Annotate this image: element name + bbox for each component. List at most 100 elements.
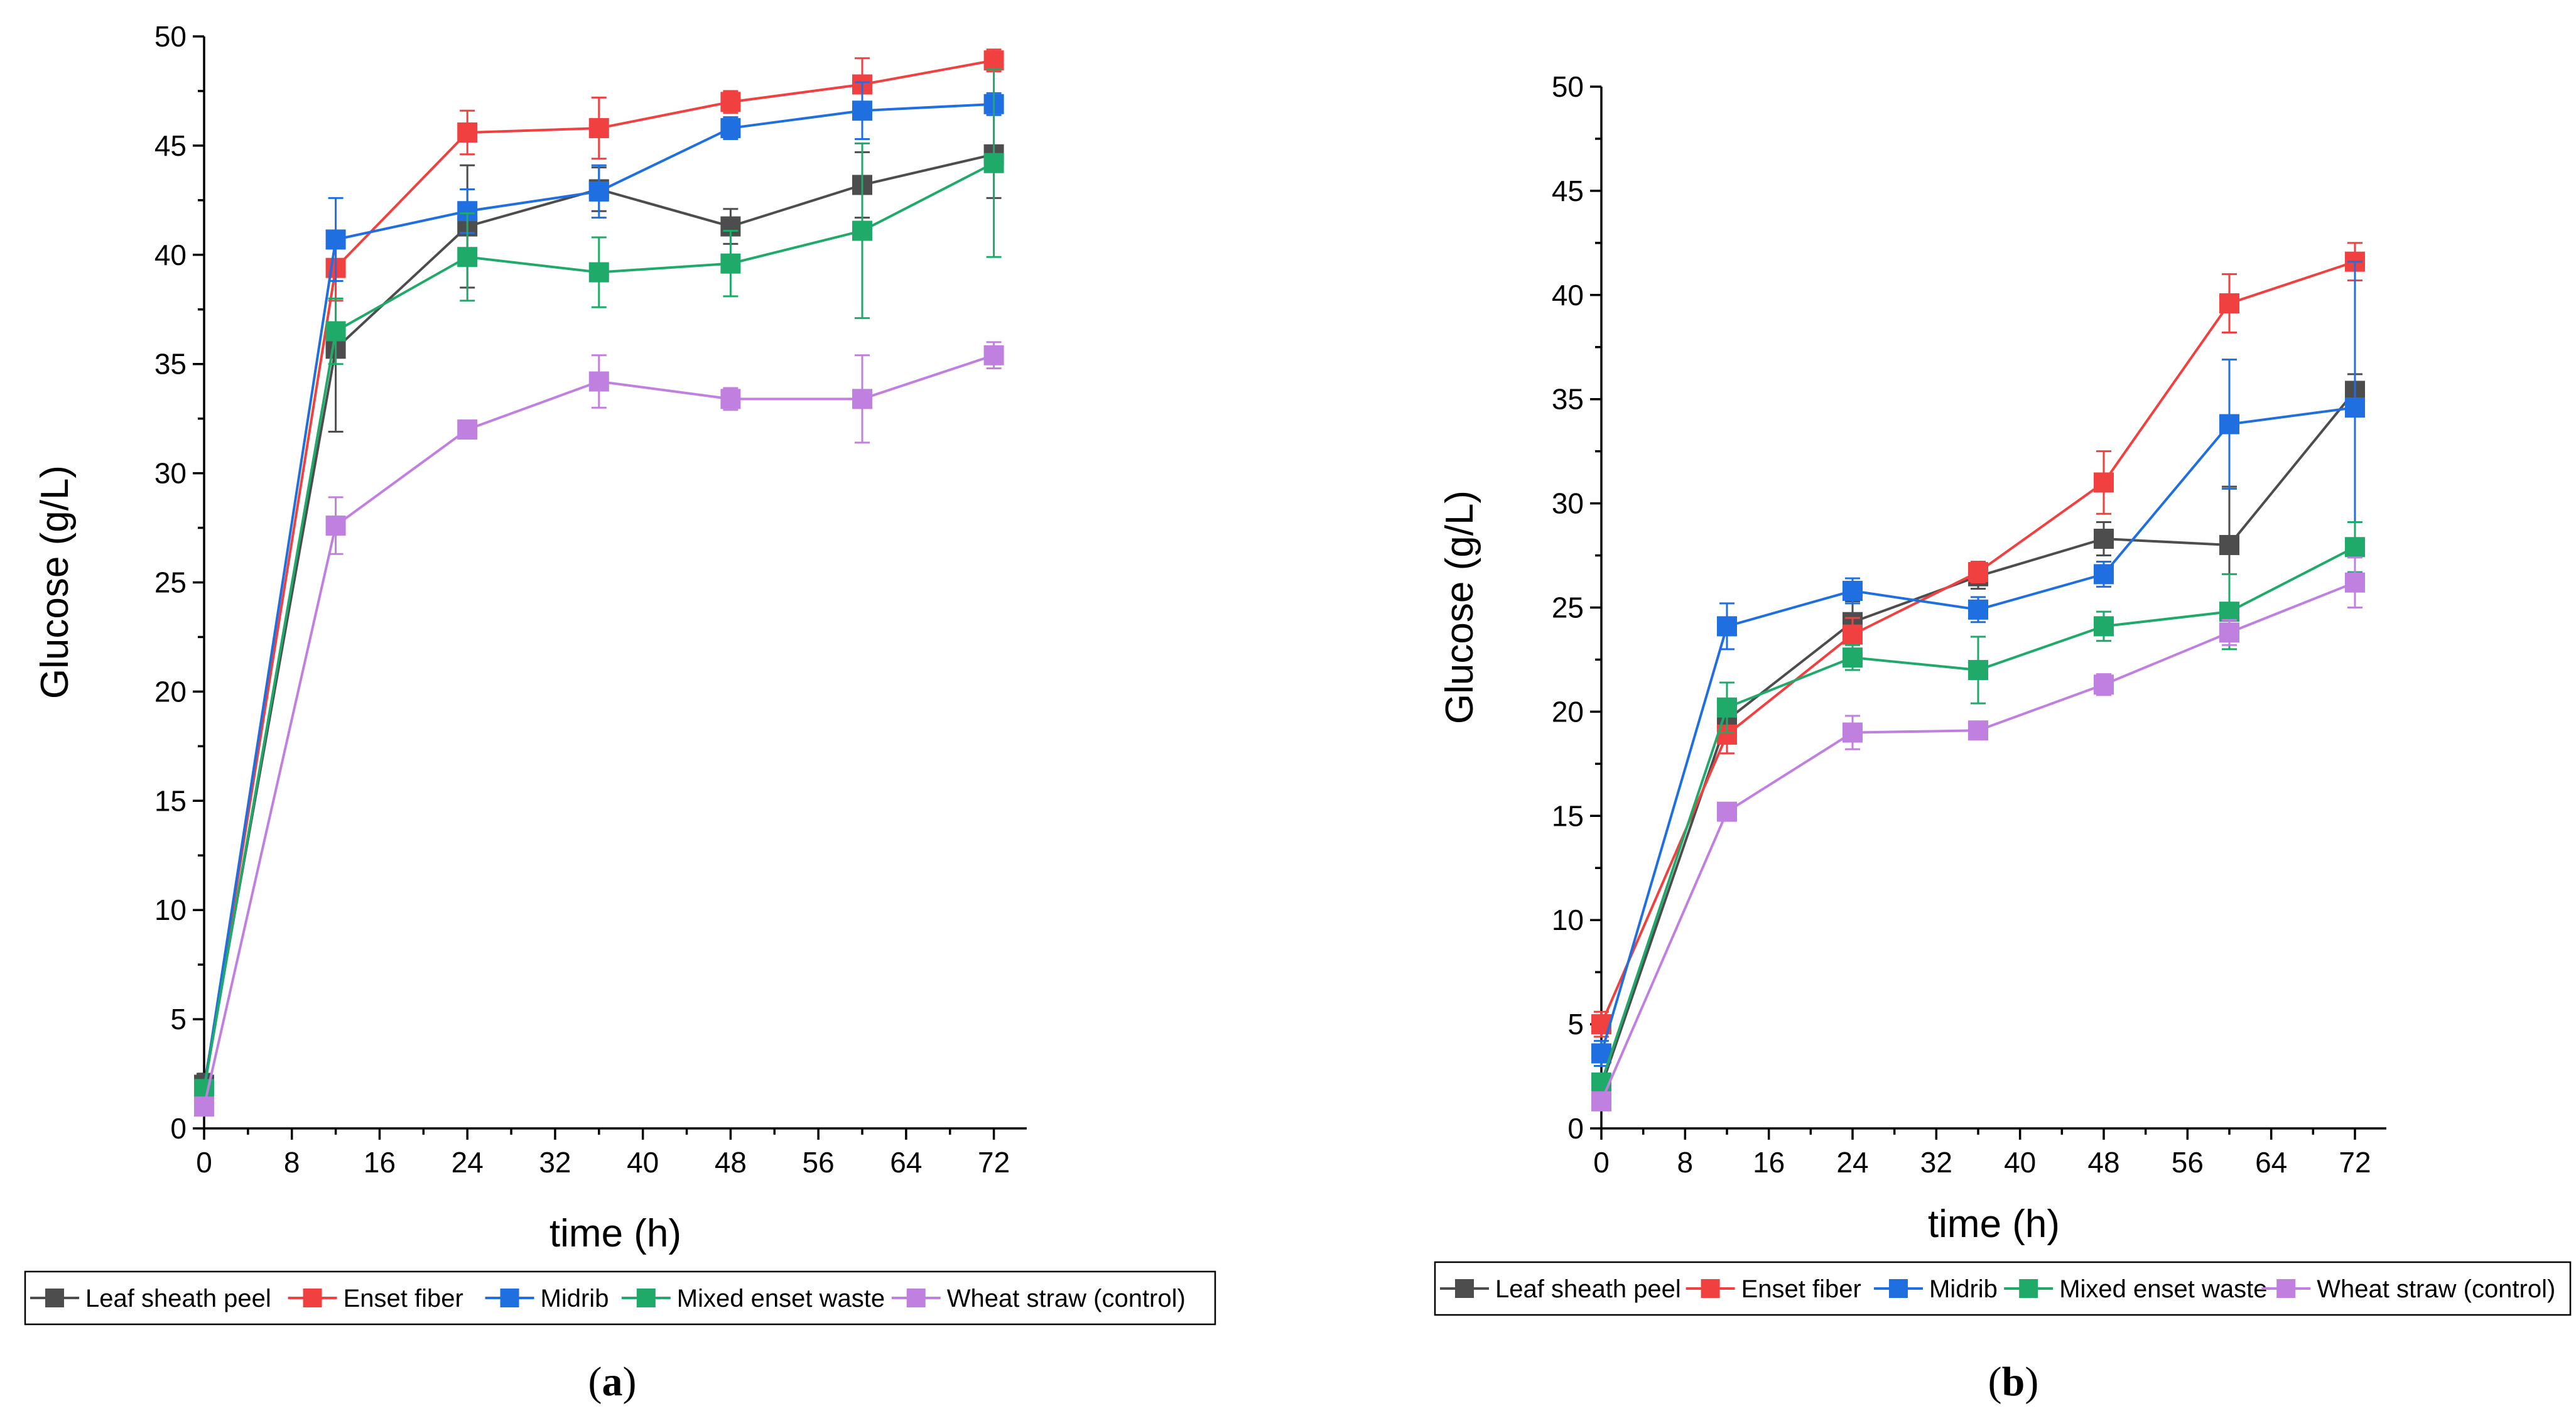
data-point <box>2345 397 2365 418</box>
y-tick-label: 10 <box>154 894 187 926</box>
y-tick-label: 25 <box>1552 592 1584 624</box>
legend-label: Wheat straw (control) <box>2317 1275 2555 1303</box>
legend-marker <box>2276 1279 2296 1298</box>
x-tick-label: 40 <box>2004 1146 2036 1179</box>
y-axis-title: Glucose (g/L) <box>33 465 77 699</box>
data-point <box>1843 647 1863 668</box>
y-tick-label: 20 <box>1552 695 1584 728</box>
legend-box <box>24 1270 1216 1326</box>
data-point <box>1968 660 1988 681</box>
legend-label: Leaf sheath peel <box>85 1285 271 1312</box>
x-axis-title: time (h) <box>1928 1203 2060 1246</box>
legend-marker <box>303 1289 322 1307</box>
data-point <box>2094 472 2114 493</box>
y-axis-title: Glucose (g/L) <box>1438 490 1481 724</box>
y-tick-label: 5 <box>170 1003 187 1035</box>
data-point <box>1968 720 1988 741</box>
legend-marker <box>1455 1279 1474 1298</box>
legend-label: Enset fiber <box>344 1285 463 1312</box>
data-point <box>1717 616 1737 637</box>
data-point <box>2094 529 2114 549</box>
x-tick-label: 0 <box>1593 1146 1610 1179</box>
data-point <box>2094 564 2114 585</box>
x-tick-label: 64 <box>890 1146 922 1179</box>
data-point <box>2345 537 2365 558</box>
legend-marker <box>2019 1279 2038 1298</box>
legend-label: Enset fiber <box>1741 1275 1861 1303</box>
data-point <box>457 122 478 143</box>
y-tick-label: 35 <box>154 348 187 381</box>
panel-b: 0 5 10 15 20 25 30 35 40 45 50 0 8 16 24 32 40 48 56 64 72 ti… <box>1434 70 2572 1316</box>
series-wheat-straw-control <box>194 341 1004 1117</box>
data-point <box>852 220 872 241</box>
x-tick-label: 48 <box>715 1146 747 1179</box>
y-tick-label: 20 <box>154 675 187 708</box>
legend-label: Mixed enset waste <box>2059 1275 2267 1303</box>
y-tick-label: 5 <box>1567 1008 1584 1040</box>
data-point <box>2094 616 2114 637</box>
data-point <box>2219 622 2239 643</box>
data-point <box>720 92 741 112</box>
y-tick-label: 15 <box>154 784 187 817</box>
data-point <box>588 118 609 139</box>
legend-marker <box>1701 1279 1720 1298</box>
legend-box <box>1434 1261 2572 1316</box>
data-point <box>457 247 478 268</box>
data-point <box>457 419 478 440</box>
data-point <box>2219 293 2239 314</box>
data-point <box>720 389 741 409</box>
y-tick-label: 40 <box>154 239 187 271</box>
legend-label: Midrib <box>1929 1275 1998 1303</box>
data-point <box>720 253 741 274</box>
series-wheat-straw-control <box>1591 556 2365 1111</box>
legend-label: Mixed enset waste <box>677 1285 885 1312</box>
x-tick-label: 8 <box>284 1146 300 1179</box>
x-tick-label: 56 <box>2172 1146 2204 1179</box>
legend-label: Wheat straw (control) <box>947 1285 1186 1312</box>
legend-label: Leaf sheath peel <box>1495 1275 1681 1303</box>
legend-label: Midrib <box>541 1285 609 1312</box>
panel-label-a: (a) <box>588 1359 637 1405</box>
data-point <box>1968 562 1988 583</box>
y-tick-label: 40 <box>1552 279 1584 311</box>
legend-marker <box>500 1289 519 1307</box>
data-point <box>983 50 1004 71</box>
y-tick-label: 35 <box>1552 383 1584 416</box>
y-tick-label: 30 <box>154 457 187 490</box>
y-tick-label: 45 <box>154 129 187 162</box>
data-point <box>1717 697 1737 718</box>
x-tick-label: 16 <box>1753 1146 1785 1179</box>
data-point <box>2219 534 2239 555</box>
series-midrib <box>1591 261 2365 1067</box>
series-line <box>203 354 995 1107</box>
x-tick-label: 0 <box>196 1146 212 1179</box>
x-tick-label: 72 <box>2339 1146 2371 1179</box>
legend-marker <box>636 1289 656 1307</box>
legend-marker <box>1888 1279 1908 1298</box>
data-point <box>1968 599 1988 620</box>
y-tick-label: 50 <box>154 20 187 53</box>
x-tick-label: 64 <box>2255 1146 2287 1179</box>
data-point <box>1591 1091 1611 1111</box>
data-point <box>325 229 346 250</box>
data-point <box>1717 801 1737 822</box>
legend: Leaf sheath peel Enset fiber Midrib Mixed e… <box>24 1270 1216 1326</box>
panel-label-b: (b) <box>1988 1359 2039 1405</box>
series-midrib <box>194 81 1004 1100</box>
data-point <box>2219 414 2239 435</box>
series-mixed-enset-waste <box>1591 521 2365 1093</box>
data-point <box>720 118 741 139</box>
y-tick-label: 50 <box>1552 70 1584 103</box>
data-point <box>852 389 872 409</box>
data-point <box>194 1079 214 1100</box>
data-point <box>2345 572 2365 593</box>
x-tick-label: 40 <box>627 1146 659 1179</box>
x-tick-label: 56 <box>803 1146 835 1179</box>
x-tick-label: 8 <box>1677 1146 1694 1179</box>
data-point <box>852 100 872 121</box>
y-tick-label: 45 <box>1552 175 1584 207</box>
y-tick-label: 30 <box>1552 487 1584 520</box>
data-point <box>1843 580 1863 601</box>
data-point <box>2219 602 2239 622</box>
